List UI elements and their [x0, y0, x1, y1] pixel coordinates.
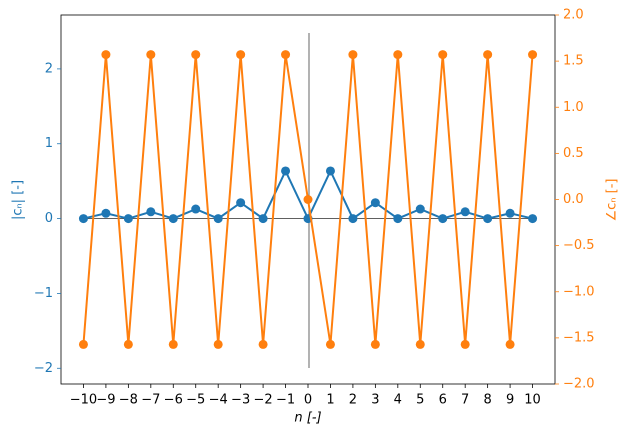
x-tick-label: 3	[371, 393, 379, 408]
point	[168, 339, 178, 349]
point	[236, 198, 246, 208]
x-tick-label: 8	[483, 393, 491, 408]
point	[438, 50, 448, 60]
x-axis-label: n [-]	[294, 411, 321, 426]
y-tick-label: −1	[34, 286, 53, 301]
point	[258, 339, 268, 349]
point	[483, 50, 493, 60]
y-tick-label: −2	[34, 361, 53, 376]
point	[460, 339, 470, 349]
point	[348, 50, 358, 60]
point	[101, 208, 111, 218]
y2-tick-label: −2.0	[563, 377, 595, 392]
y2-tick-label: 0.5	[563, 146, 584, 161]
x-tick-label: 4	[394, 393, 402, 408]
point	[348, 214, 358, 224]
point	[78, 339, 88, 349]
point	[415, 339, 425, 349]
point	[191, 50, 201, 60]
y-axis-label: |cₙ| [-]	[11, 180, 26, 220]
point	[303, 195, 313, 204]
point	[213, 339, 223, 349]
point	[236, 50, 246, 60]
y-tick-label: 1	[45, 136, 53, 151]
point	[415, 204, 425, 214]
x-tick-label: −7	[141, 393, 160, 408]
x-tick-label: 6	[439, 393, 447, 408]
x-tick-label: −2	[254, 393, 273, 408]
point	[393, 214, 403, 224]
y2-tick-label: 1.5	[563, 54, 584, 69]
x-tick-label: 0	[304, 393, 312, 408]
y2-tick-label: −1.5	[563, 330, 595, 345]
x-tick-label: −6	[164, 393, 183, 408]
x-tick-label: 2	[349, 393, 357, 408]
point	[258, 214, 268, 224]
point	[438, 214, 448, 224]
point	[370, 339, 380, 349]
x-tick-label: −10	[70, 393, 97, 408]
point	[168, 214, 178, 224]
point	[393, 50, 403, 60]
point	[483, 214, 493, 224]
x-tick-label: 5	[416, 393, 424, 408]
x-tick-label: 9	[506, 393, 514, 408]
x-tick-label: 10	[524, 393, 541, 408]
x-tick-label: −4	[209, 393, 228, 408]
x-tick-label: −5	[186, 393, 205, 408]
point	[123, 214, 133, 224]
y-tick-label: 2	[45, 61, 53, 76]
x-tick-label: 7	[461, 393, 469, 408]
point	[101, 50, 111, 60]
point	[505, 208, 515, 218]
y2-tick-label: −0.5	[563, 238, 595, 253]
point	[213, 214, 223, 224]
x-tick-label: −3	[231, 393, 250, 408]
y2-axis-label: ∠cₙ [-]	[605, 179, 620, 222]
point	[528, 214, 538, 224]
point	[78, 214, 88, 224]
point	[146, 50, 156, 60]
point	[281, 166, 291, 176]
point	[191, 204, 201, 214]
x-tick-label: 1	[326, 393, 334, 408]
point	[460, 207, 470, 217]
point	[281, 50, 291, 60]
point	[505, 339, 515, 349]
y-tick-label: 0	[45, 211, 53, 226]
point	[123, 339, 133, 349]
point	[528, 50, 538, 60]
point	[370, 198, 380, 208]
y2-tick-label: 0.0	[563, 192, 584, 207]
point	[325, 166, 335, 176]
x-tick-label: −8	[119, 393, 138, 408]
x-tick-label: −1	[276, 393, 295, 408]
point	[146, 207, 156, 217]
y2-tick-label: 2.0	[563, 8, 584, 23]
y2-tick-label: 1.0	[563, 100, 584, 115]
y2-tick-label: −1.0	[563, 284, 595, 299]
point	[325, 339, 335, 349]
x-tick-label: −9	[96, 393, 115, 408]
